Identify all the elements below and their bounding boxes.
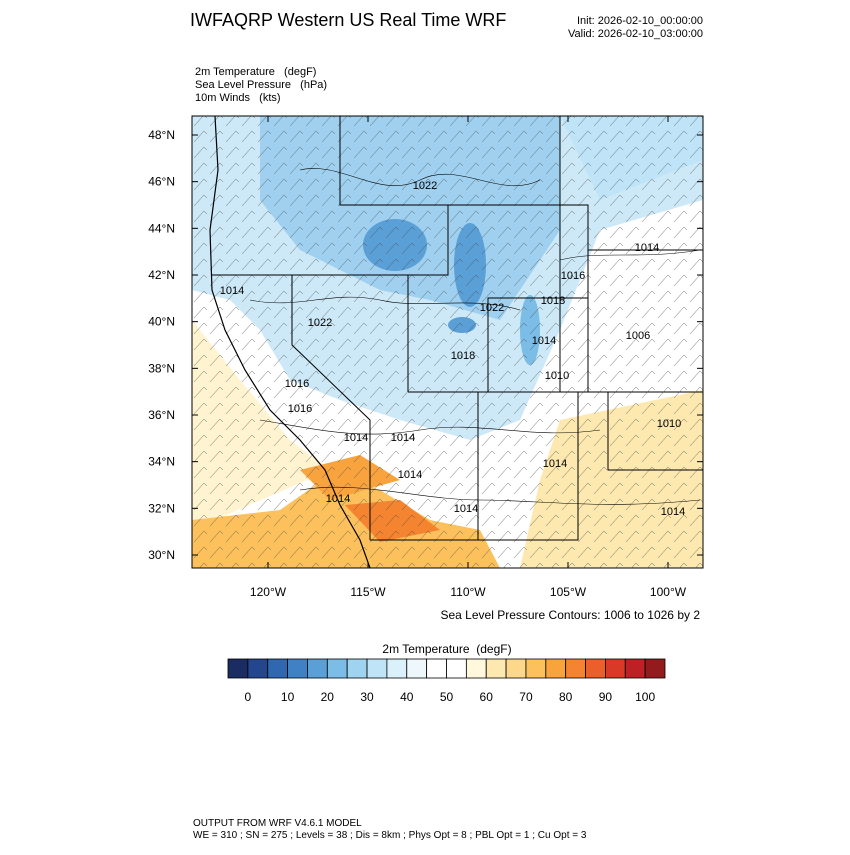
colorbar-label: 40	[400, 690, 414, 704]
field-label: 10m Winds (kts)	[195, 92, 281, 104]
lat-tick-label: 30°N	[148, 548, 175, 562]
colorbar-box	[605, 658, 626, 679]
colorbar-box	[326, 658, 348, 679]
lat-tick-label: 40°N	[148, 315, 175, 329]
colorbar-box	[386, 658, 408, 679]
colorbar-label: 90	[599, 690, 613, 704]
colorbar-label: 0	[245, 690, 252, 704]
lat-tick-label: 44°N	[148, 221, 175, 235]
colorbar-label: 10	[281, 690, 295, 704]
field-label: 2m Temperature (degF)	[195, 66, 316, 78]
colorbar: 0 10 20 30 40 50 60 70 80 90 100	[227, 658, 666, 704]
colorbar-label: 60	[480, 690, 494, 704]
contour-label: 1010	[657, 418, 681, 430]
colorbar-box	[465, 658, 487, 679]
lat-tick-label: 42°N	[148, 268, 175, 282]
lon-tick-label: 105°W	[550, 585, 587, 599]
lat-tick-label: 46°N	[148, 175, 175, 189]
lat-tick-label: 36°N	[148, 408, 175, 422]
lat-tick-label: 38°N	[148, 361, 175, 375]
field-label: Sea Level Pressure (hPa)	[195, 79, 327, 91]
colorbar-box	[307, 658, 328, 679]
contour-label: 1018	[541, 295, 565, 307]
contour-label: 1018	[451, 350, 475, 362]
contour-label: 1016	[561, 270, 585, 282]
contour-label: 1014	[532, 335, 556, 347]
colorbar-box	[366, 658, 388, 679]
colorbar-box	[446, 658, 467, 679]
colorbar-label: 100	[635, 690, 655, 704]
contour-label: 1014	[454, 503, 478, 515]
colorbar-box	[525, 658, 547, 679]
colorbar-box	[505, 658, 527, 679]
contour-label: 1022	[308, 317, 332, 329]
lat-tick-label: 34°N	[148, 455, 175, 469]
colorbar-box	[624, 658, 646, 679]
colorbar-title: 2m Temperature (degF)	[382, 642, 511, 656]
contour-label: 1016	[285, 378, 309, 390]
footer-line: OUTPUT FROM WRF V4.6.1 MODEL	[193, 818, 362, 829]
lon-tick-label: 110°W	[450, 585, 486, 599]
contour-label: 1010	[545, 370, 569, 382]
footer-line: WE = 310 ; SN = 275 ; Levels = 38 ; Dis …	[193, 830, 587, 841]
map: 1022 1014 1016 1014 1022 1018 1022 1006 1014 1018…	[192, 116, 703, 568]
contour-label: 1014	[635, 242, 659, 254]
colorbar-label: 70	[519, 690, 533, 704]
colorbar-box	[426, 658, 447, 679]
map-frame	[191, 115, 704, 569]
colorbar-box	[406, 658, 428, 679]
lon-tick-label: 120°W	[250, 585, 287, 599]
colorbar-box	[227, 658, 249, 679]
colorbar-box	[267, 658, 288, 679]
contour-label: 1014	[344, 432, 368, 444]
colorbar-label: 50	[440, 690, 454, 704]
contour-label: 1014	[398, 469, 422, 481]
colorbar-box	[545, 658, 567, 679]
lat-tick-label: 32°N	[148, 501, 175, 515]
colorbar-box	[247, 658, 269, 679]
colorbar-label: 20	[321, 690, 335, 704]
colorbar-box	[346, 658, 368, 679]
contour-label: 1022	[413, 180, 437, 192]
lon-tick-label: 100°W	[650, 585, 687, 599]
lat-tick-label: 48°N	[148, 128, 175, 142]
contour-label: 1022	[480, 302, 504, 314]
colorbar-box	[585, 658, 606, 679]
contour-label: 1014	[661, 506, 685, 518]
colorbar-label: 80	[559, 690, 573, 704]
colorbar-label: 30	[360, 690, 374, 704]
valid-time: Valid: 2026-02-10_03:00:00	[568, 28, 703, 40]
contour-label: 1006	[626, 330, 650, 342]
contour-label: 1014	[543, 458, 567, 470]
colorbar-box	[565, 658, 586, 679]
contour-label: 1014	[326, 493, 350, 505]
contour-label: 1014	[220, 285, 244, 297]
lon-tick-label: 115°W	[350, 585, 386, 599]
contour-note: Sea Level Pressure Contours: 1006 to 102…	[441, 608, 701, 622]
colorbar-box	[485, 658, 507, 679]
contour-label: 1016	[288, 403, 312, 415]
colorbar-box	[287, 658, 308, 679]
contour-label: 1014	[391, 432, 415, 444]
title: IWFAQRP Western US Real Time WRF	[190, 10, 506, 30]
colorbar-box	[644, 658, 666, 679]
init-time: Init: 2026-02-10_00:00:00	[577, 15, 703, 27]
